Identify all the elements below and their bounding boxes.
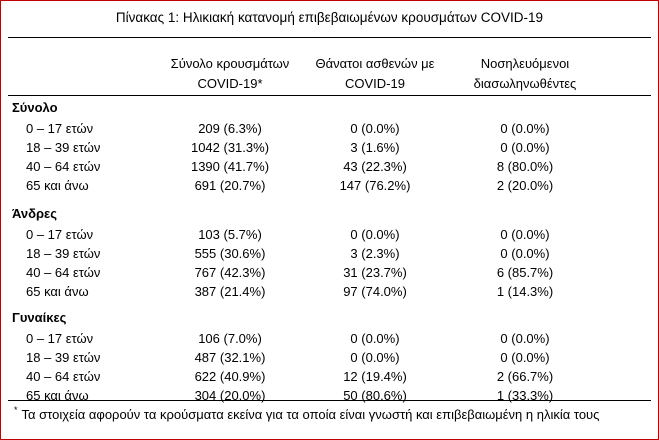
table-cell-label: 65 και άνω xyxy=(26,284,89,299)
table-cell-label: 0 – 17 ετών xyxy=(26,227,94,242)
table-cell-deaths: 50 (80.6%) xyxy=(343,388,407,403)
table-cell-cases: 691 (20.7%) xyxy=(194,178,266,193)
header-rule xyxy=(8,95,651,96)
table-cell-cases: 1390 (41.7%) xyxy=(190,159,270,174)
table-cell-intubated: 2 (20.0%) xyxy=(496,178,554,193)
table-cell-deaths: 3 (2.3%) xyxy=(350,246,400,261)
table-cell-cases: 622 (40.9%) xyxy=(194,369,266,384)
table-title: Πίνακας 1: Ηλικιακή κατανομή επιβεβαιωμέ… xyxy=(115,10,544,25)
column-header-intubated-line1: Νοσηλευόμενοι xyxy=(480,56,570,71)
table-cell-label: 18 – 39 ετών xyxy=(26,350,101,365)
table-cell-intubated: 2 (66.7%) xyxy=(496,369,554,384)
table-cell-cases: 304 (20.0%) xyxy=(194,388,266,403)
table-cell-label: 40 – 64 ετών xyxy=(26,159,101,174)
table-cell-label: 0 – 17 ετών xyxy=(26,331,94,346)
table-cell-deaths: 147 (76.2%) xyxy=(339,178,411,193)
column-header-deaths-line1: Θάνατοι ασθενών με xyxy=(315,56,435,71)
group-heading: Σύνολο xyxy=(12,100,58,115)
table-cell-label: 18 – 39 ετών xyxy=(26,246,101,261)
table-cell-deaths: 0 (0.0%) xyxy=(350,350,400,365)
title-rule xyxy=(8,37,651,38)
column-header-cases-line1: Σύνολο κρουσμάτων xyxy=(170,56,290,71)
table-cell-deaths: 97 (74.0%) xyxy=(343,284,407,299)
table-cell-intubated: 6 (85.7%) xyxy=(496,265,554,280)
table-cell-deaths: 31 (23.7%) xyxy=(343,265,407,280)
table-cell-cases: 106 (7.0%) xyxy=(198,331,262,346)
footnote: * Τα στοιχεία αφορούν τα κρούσματα εκείνα… xyxy=(14,405,599,422)
table-cell-deaths: 3 (1.6%) xyxy=(350,140,400,155)
table-cell-intubated: 1 (33.3%) xyxy=(496,388,554,403)
column-header-intubated: Νοσηλευόμενοι διασωληνωθέντες xyxy=(450,54,600,94)
table-cell-intubated: 8 (80.0%) xyxy=(496,159,554,174)
table-cell-cases: 103 (5.7%) xyxy=(198,227,262,242)
footnote-mark: * xyxy=(14,405,18,415)
table-cell-deaths: 0 (0.0%) xyxy=(350,331,400,346)
footnote-text: Τα στοιχεία αφορούν τα κρούσματα εκείνα … xyxy=(21,407,600,422)
table-cell-deaths: 0 (0.0%) xyxy=(350,227,400,242)
table-cell-intubated: 0 (0.0%) xyxy=(500,331,550,346)
table-cell-label: 65 και άνω xyxy=(26,178,89,193)
table-cell-cases: 767 (42.3%) xyxy=(194,265,266,280)
table-cell-intubated: 0 (0.0%) xyxy=(500,350,550,365)
table-cell-intubated: 0 (0.0%) xyxy=(500,246,550,261)
table-cell-cases: 487 (32.1%) xyxy=(194,350,266,365)
table-cell-label: 65 και άνω xyxy=(26,388,89,403)
column-header-cases-line2: COVID-19* xyxy=(197,76,263,91)
table-cell-deaths: 43 (22.3%) xyxy=(343,159,407,174)
column-header-cases: Σύνολο κρουσμάτων COVID-19* xyxy=(160,54,300,94)
table-cell-intubated: 0 (0.0%) xyxy=(500,140,550,155)
table-cell-cases: 555 (30.6%) xyxy=(194,246,266,261)
column-header-deaths: Θάνατοι ασθενών με COVID-19 xyxy=(305,54,445,94)
table-cell-label: 0 – 17 ετών xyxy=(26,121,94,136)
table-cell-deaths: 0 (0.0%) xyxy=(350,121,400,136)
table-cell-label: 40 – 64 ετών xyxy=(26,265,101,280)
table-cell-cases: 1042 (31.3%) xyxy=(190,140,270,155)
group-heading: Άνδρες xyxy=(12,206,57,221)
table-cell-intubated: 1 (14.3%) xyxy=(496,284,554,299)
table-cell-deaths: 12 (19.4%) xyxy=(343,369,407,384)
table-cell-intubated: 0 (0.0%) xyxy=(500,121,550,136)
column-header-deaths-line2: COVID-19 xyxy=(345,76,405,91)
group-heading: Γυναίκες xyxy=(12,310,67,325)
table-cell-cases: 209 (6.3%) xyxy=(198,121,262,136)
table-cell-cases: 387 (21.4%) xyxy=(194,284,266,299)
table-cell-label: 40 – 64 ετών xyxy=(26,369,101,384)
column-header-intubated-line2: διασωληνωθέντες xyxy=(473,76,577,91)
table-cell-intubated: 0 (0.0%) xyxy=(500,227,550,242)
footer-rule xyxy=(8,400,651,401)
table-cell-label: 18 – 39 ετών xyxy=(26,140,101,155)
